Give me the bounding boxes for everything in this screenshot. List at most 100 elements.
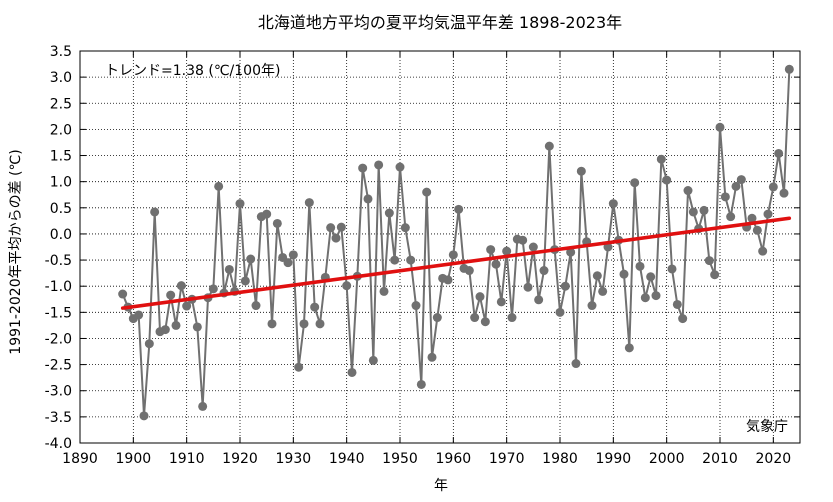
data-point — [491, 259, 501, 269]
data-point — [528, 242, 538, 252]
x-tick-label: 1960 — [436, 451, 472, 467]
x-tick-label: 2000 — [649, 451, 685, 467]
data-point — [192, 322, 202, 332]
data-point — [160, 325, 170, 335]
y-tick-label: 0.0 — [50, 227, 72, 243]
y-tick-label: -1.0 — [45, 279, 72, 295]
data-point — [496, 297, 506, 307]
data-point — [342, 281, 352, 291]
data-point — [208, 284, 218, 294]
y-tick-label: 3.5 — [50, 44, 72, 60]
data-point — [715, 122, 725, 132]
x-tick-label: 2010 — [702, 451, 738, 467]
data-point — [571, 359, 581, 369]
data-point — [267, 319, 277, 329]
data-point — [310, 302, 320, 312]
data-point — [635, 261, 645, 271]
data-point — [587, 301, 597, 311]
data-point — [651, 291, 661, 301]
data-point — [390, 255, 400, 265]
data-point — [779, 188, 789, 198]
data-point — [411, 301, 421, 311]
data-point — [171, 320, 181, 330]
x-tick-label: 1890 — [62, 451, 98, 467]
data-point — [619, 269, 629, 279]
data-point — [224, 264, 234, 274]
y-tick-label: -3.5 — [45, 410, 72, 426]
data-point — [304, 198, 314, 208]
data-point — [710, 270, 720, 280]
data-point — [416, 379, 426, 389]
x-tick-label: 1920 — [222, 451, 258, 467]
grid — [79, 50, 800, 444]
data-point — [347, 367, 357, 377]
y-tick-label: 0.5 — [50, 201, 72, 217]
data-point — [182, 301, 192, 311]
data-point — [592, 271, 602, 281]
data-point — [288, 250, 298, 260]
data-point — [667, 264, 677, 274]
data-point — [555, 307, 565, 317]
trend-annotation: トレンド=1.38 (℃/100年) — [105, 63, 280, 79]
y-tick-label: 2.0 — [50, 122, 72, 138]
data-point — [379, 286, 389, 296]
data-point — [251, 301, 261, 311]
data-point — [422, 187, 432, 197]
data-point — [246, 254, 256, 264]
y-tick-label: -2.0 — [45, 331, 72, 347]
trend-line — [120, 216, 792, 310]
data-point — [118, 289, 128, 299]
data-point — [683, 186, 693, 196]
data-point — [363, 194, 373, 204]
y-tick-label: -2.5 — [45, 358, 72, 374]
data-point — [432, 313, 442, 323]
data-point — [774, 148, 784, 158]
data-point — [448, 250, 458, 260]
y-tick-label: -1.5 — [45, 305, 72, 321]
x-tick-label: 1900 — [116, 451, 152, 467]
y-tick-label: 1.5 — [50, 149, 72, 165]
data-point — [283, 258, 293, 268]
data-point — [294, 362, 304, 372]
data-point — [427, 352, 437, 362]
data-point — [662, 175, 672, 185]
data-point — [678, 314, 688, 324]
data-point — [336, 222, 346, 232]
y-tick-label: 2.5 — [50, 96, 72, 112]
data-point — [443, 275, 453, 285]
data-point — [784, 64, 794, 74]
data-point — [400, 223, 410, 233]
data-point — [566, 247, 576, 257]
data-point — [134, 310, 144, 320]
data-point — [752, 225, 762, 235]
x-tick-label: 1990 — [596, 451, 632, 467]
data-point — [640, 293, 650, 303]
data-point — [272, 218, 282, 228]
y-tick-label: 1.0 — [50, 175, 72, 191]
y-tick-label: -4.0 — [45, 436, 72, 452]
credit-label: 気象庁 — [746, 419, 788, 435]
data-point — [374, 160, 384, 170]
x-tick-label: 1970 — [489, 451, 525, 467]
data-point — [534, 295, 544, 305]
data-point — [315, 319, 325, 329]
data-point — [384, 208, 394, 218]
x-tick-label: 1950 — [382, 451, 418, 467]
data-point — [240, 276, 250, 286]
data-point — [539, 266, 549, 276]
data-point — [768, 182, 778, 192]
data-point — [656, 154, 666, 164]
data-point — [726, 212, 736, 222]
data-point — [720, 192, 730, 202]
data-point — [331, 233, 341, 243]
plot-frame — [79, 50, 801, 444]
data-point — [646, 272, 656, 282]
data-point — [507, 313, 517, 323]
x-axis-label: 年 — [434, 478, 448, 494]
x-tick-label: 1910 — [169, 451, 205, 467]
data-point — [368, 355, 378, 365]
data-point — [144, 339, 154, 349]
y-tick-label: -3.0 — [45, 384, 72, 400]
chart-title: 北海道地方平均の夏平均気温平年差 1898-2023年 — [258, 13, 622, 32]
